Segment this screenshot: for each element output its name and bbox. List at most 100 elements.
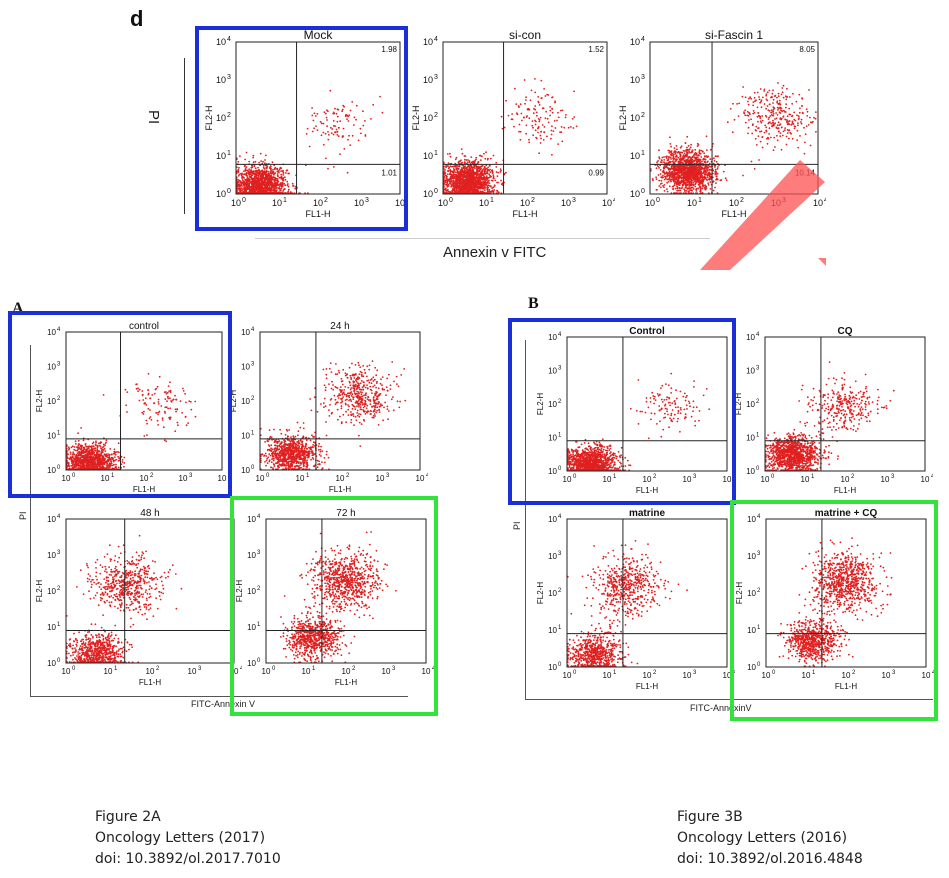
event-point xyxy=(780,126,783,129)
event-point xyxy=(470,181,473,184)
event-point xyxy=(690,151,693,154)
event-point xyxy=(760,99,763,102)
event-point xyxy=(266,174,268,177)
event-point xyxy=(236,170,239,173)
event-point xyxy=(781,110,784,112)
event-point xyxy=(267,172,270,175)
event-point xyxy=(689,178,691,181)
event-point xyxy=(694,185,697,188)
event-point xyxy=(690,169,693,172)
event-point xyxy=(243,189,246,192)
event-point xyxy=(245,174,248,177)
event-point xyxy=(287,183,289,185)
event-point xyxy=(465,159,468,161)
event-point xyxy=(765,93,768,95)
event-point xyxy=(268,180,271,183)
event-point xyxy=(786,96,789,98)
event-point xyxy=(551,111,554,114)
event-point xyxy=(757,112,760,114)
event-point xyxy=(759,140,762,143)
event-point xyxy=(467,175,470,177)
event-point xyxy=(688,148,691,151)
event-point xyxy=(488,173,491,176)
event-point xyxy=(496,190,499,193)
event-point xyxy=(253,181,255,184)
event-point xyxy=(490,186,492,188)
event-point xyxy=(682,149,685,152)
y-tick-exponent: 3 xyxy=(434,74,438,81)
event-point xyxy=(671,178,674,181)
event-point xyxy=(668,170,671,173)
event-point xyxy=(287,188,290,191)
event-point xyxy=(679,154,682,156)
event-point xyxy=(252,154,255,157)
event-point xyxy=(759,88,762,90)
event-point xyxy=(495,171,498,173)
event-point xyxy=(656,188,658,191)
event-point xyxy=(486,172,489,175)
event-point xyxy=(704,169,707,172)
event-point xyxy=(242,180,245,182)
event-point xyxy=(784,95,787,98)
event-point xyxy=(523,116,525,119)
y-tick-label: 10 xyxy=(216,189,226,199)
event-point xyxy=(686,184,689,187)
event-point xyxy=(481,164,484,167)
event-point xyxy=(695,188,697,191)
event-point xyxy=(696,167,699,170)
event-point xyxy=(541,97,543,99)
event-point xyxy=(551,153,553,156)
event-point xyxy=(274,190,277,193)
event-point xyxy=(331,128,334,130)
event-point xyxy=(477,161,479,164)
event-point xyxy=(531,120,534,122)
quadrant-lower-right-value: 0.99 xyxy=(588,168,604,177)
event-point xyxy=(682,183,685,186)
event-point xyxy=(372,103,375,106)
event-point xyxy=(704,165,707,168)
event-point xyxy=(452,170,455,173)
y-tick-label: 10 xyxy=(216,37,226,47)
event-point xyxy=(278,169,280,172)
y-tick-exponent: 0 xyxy=(227,188,231,195)
event-point xyxy=(479,159,482,162)
event-point xyxy=(476,166,479,168)
event-point xyxy=(471,161,473,164)
event-point xyxy=(278,176,281,179)
event-point xyxy=(553,120,556,122)
event-point xyxy=(250,189,252,192)
event-point xyxy=(282,171,285,174)
event-point xyxy=(449,155,452,158)
x-tick-label: 10 xyxy=(602,198,612,208)
event-point xyxy=(468,161,471,164)
event-point xyxy=(741,95,744,98)
event-point xyxy=(763,131,766,134)
event-point xyxy=(258,173,261,176)
y-tick-label: 10 xyxy=(423,189,433,199)
event-point xyxy=(448,182,451,185)
event-point xyxy=(454,165,456,168)
event-point xyxy=(663,162,666,164)
event-point xyxy=(799,107,801,110)
event-point xyxy=(556,119,558,122)
event-point xyxy=(672,166,675,169)
event-point xyxy=(575,125,578,128)
event-point xyxy=(245,151,248,154)
event-point xyxy=(446,173,449,176)
event-point xyxy=(694,182,697,185)
event-point xyxy=(275,189,278,192)
event-point xyxy=(744,121,747,124)
event-point xyxy=(786,115,789,118)
event-point xyxy=(448,169,450,172)
event-point xyxy=(660,179,663,182)
event-point xyxy=(255,181,258,184)
event-point xyxy=(755,129,757,132)
event-point xyxy=(765,107,767,110)
event-point xyxy=(772,102,774,104)
event-point xyxy=(444,169,446,171)
event-point xyxy=(539,134,542,137)
event-point xyxy=(362,110,364,113)
event-point xyxy=(346,118,348,120)
event-point xyxy=(481,191,484,194)
event-point xyxy=(455,156,458,159)
